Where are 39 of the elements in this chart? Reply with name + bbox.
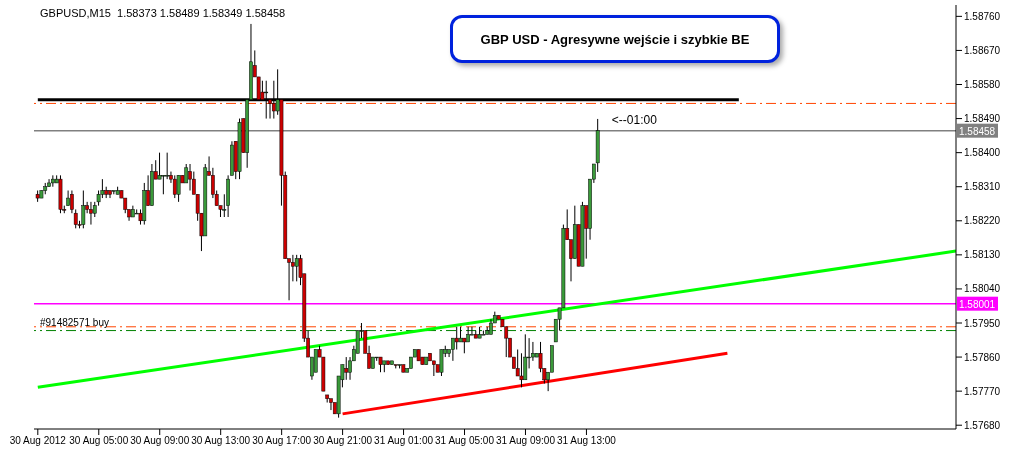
candlestick — [329, 398, 333, 411]
candlestick — [519, 352, 524, 388]
y-tick-label: 1.57860 — [964, 351, 1001, 363]
y-tick-label: 1.58310 — [964, 181, 1001, 193]
x-tick-label: 31 Aug 05:00 — [435, 435, 495, 447]
candlestick — [188, 163, 192, 191]
candlestick — [165, 152, 170, 180]
x-tick-label: 31 Aug 13:00 — [556, 435, 617, 447]
y-tick-label: 1.58670 — [964, 44, 1001, 56]
candlestick — [466, 326, 470, 343]
y-tick-label: 1.58400 — [964, 147, 1001, 159]
x-tick-label: 30 Aug 2012 — [9, 435, 67, 447]
ref-line-label: 1.58458 — [959, 125, 996, 137]
annotation: <--01:00 — [611, 112, 658, 127]
y-tick-label: 1.58130 — [964, 249, 1001, 261]
candlestick — [89, 201, 93, 226]
chart-title: GBPUSD,M15 1.58373 1.58489 1.58349 1.58458 — [40, 7, 286, 19]
x-tick-label: 31 Aug 01:00 — [374, 435, 434, 447]
x-tick-label: 30 Aug 09:00 — [130, 435, 190, 447]
y-tick-label: 1.58220 — [964, 215, 1001, 227]
x-tick-label: 30 Aug 05:00 — [69, 435, 129, 447]
y-tick-label: 1.58490 — [964, 113, 1001, 125]
y-tick-label: 1.58760 — [964, 10, 1001, 22]
y-tick-label: 1.58580 — [964, 79, 1001, 91]
candlestick — [313, 349, 318, 373]
x-tick-label: 31 Aug 09:00 — [496, 435, 556, 447]
x-tick-label: 30 Aug 17:00 — [252, 435, 312, 447]
y-tick-label: 1.58040 — [964, 283, 1001, 295]
y-tick-label: 1.57770 — [964, 385, 1001, 397]
y-tick-label: 1.57950 — [964, 317, 1001, 329]
x-tick-label: 30 Aug 21:00 — [313, 435, 373, 447]
y-tick-label: 1.57680 — [964, 419, 1001, 431]
ref-line-label: #91482571 buy — [40, 316, 109, 328]
candlestick — [161, 174, 166, 195]
x-tick-label: 30 Aug 13:00 — [191, 435, 251, 447]
candlestick — [51, 174, 55, 188]
candlestick — [344, 356, 349, 381]
candlestick — [294, 254, 299, 282]
ref-line-label: 1.58001 — [959, 298, 996, 310]
